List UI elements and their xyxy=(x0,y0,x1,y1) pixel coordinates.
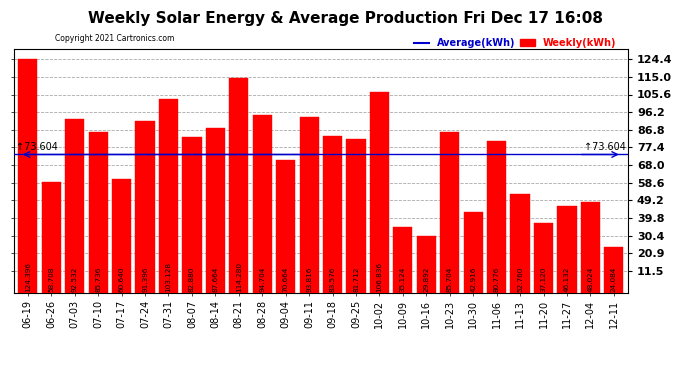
Text: 80.776: 80.776 xyxy=(493,266,500,292)
Text: 83.576: 83.576 xyxy=(330,266,335,292)
Text: 37.120: 37.120 xyxy=(540,266,546,292)
Bar xyxy=(41,182,61,292)
Bar xyxy=(346,139,366,292)
Bar xyxy=(229,78,248,292)
Text: 48.024: 48.024 xyxy=(587,266,593,292)
Bar xyxy=(534,223,553,292)
Bar xyxy=(206,128,225,292)
Bar xyxy=(440,132,460,292)
Text: 94.704: 94.704 xyxy=(259,266,265,292)
Text: 87.664: 87.664 xyxy=(213,266,218,292)
Text: Weekly Solar Energy & Average Production Fri Dec 17 16:08: Weekly Solar Energy & Average Production… xyxy=(88,11,602,26)
Text: 60.640: 60.640 xyxy=(119,266,125,292)
Bar xyxy=(88,132,108,292)
Text: 46.132: 46.132 xyxy=(564,266,570,292)
Bar xyxy=(558,206,577,292)
Bar xyxy=(299,117,319,292)
Text: 85.736: 85.736 xyxy=(95,266,101,292)
Text: 58.708: 58.708 xyxy=(48,266,55,292)
Text: 42.916: 42.916 xyxy=(470,266,476,292)
Bar xyxy=(18,59,37,292)
Bar xyxy=(65,119,84,292)
Bar xyxy=(135,121,155,292)
Bar xyxy=(159,99,178,292)
Text: 82.880: 82.880 xyxy=(189,266,195,292)
Bar xyxy=(511,194,530,292)
Text: 124.396: 124.396 xyxy=(25,262,31,292)
Text: 93.816: 93.816 xyxy=(306,266,312,292)
Text: 29.892: 29.892 xyxy=(424,266,429,292)
Bar xyxy=(581,202,600,292)
Bar xyxy=(323,136,342,292)
Text: ↑73.604: ↑73.604 xyxy=(584,142,626,152)
Bar xyxy=(487,141,506,292)
Bar xyxy=(276,160,295,292)
Text: 81.712: 81.712 xyxy=(353,266,359,292)
Text: 85.704: 85.704 xyxy=(446,266,453,292)
Text: 106.836: 106.836 xyxy=(377,262,382,292)
Text: ↑73.604: ↑73.604 xyxy=(16,142,58,152)
Text: 103.128: 103.128 xyxy=(166,262,172,292)
Text: 91.396: 91.396 xyxy=(142,266,148,292)
Bar xyxy=(112,179,131,292)
Legend: Average(kWh), Weekly(kWh): Average(kWh), Weekly(kWh) xyxy=(411,34,620,52)
Text: 114.280: 114.280 xyxy=(236,262,241,292)
Text: Copyright 2021 Cartronics.com: Copyright 2021 Cartronics.com xyxy=(55,34,175,43)
Bar xyxy=(182,137,201,292)
Bar xyxy=(604,248,624,292)
Text: 70.664: 70.664 xyxy=(283,266,288,292)
Bar xyxy=(417,237,436,292)
Text: 52.760: 52.760 xyxy=(517,266,523,292)
Bar xyxy=(253,115,272,292)
Text: 24.084: 24.084 xyxy=(611,266,617,292)
Bar xyxy=(370,92,389,292)
Text: 92.532: 92.532 xyxy=(72,266,78,292)
Text: 35.124: 35.124 xyxy=(400,266,406,292)
Bar xyxy=(393,226,413,292)
Bar xyxy=(464,212,483,292)
